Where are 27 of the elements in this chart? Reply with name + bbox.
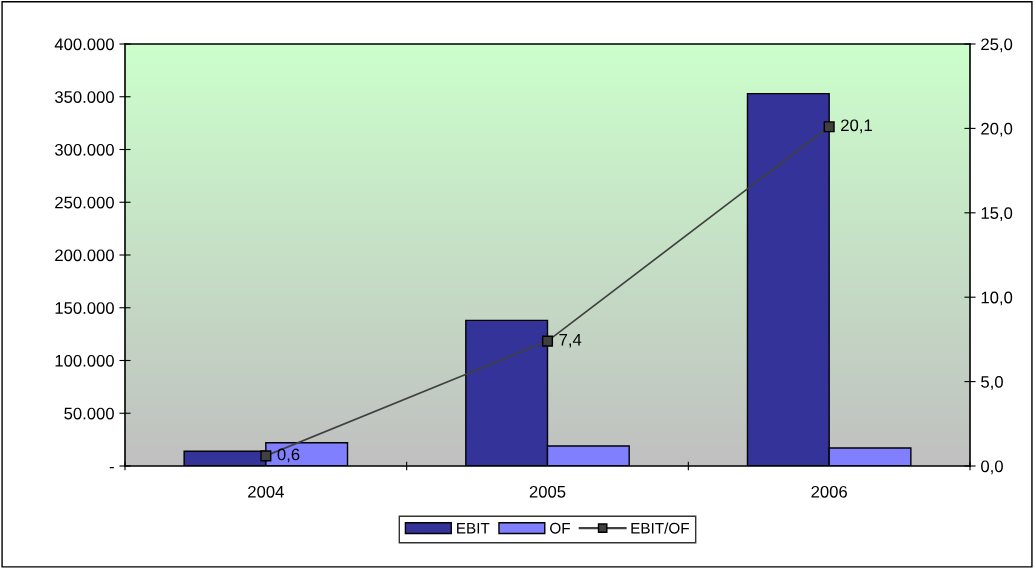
data-label: 0,6 bbox=[277, 448, 300, 463]
y2-tick-label: 15,0 bbox=[981, 207, 1013, 221]
x-tick-label: 2005 bbox=[529, 485, 566, 498]
y-tick-label: 400.000 bbox=[54, 38, 114, 51]
y2-tick-label: 10,0 bbox=[981, 291, 1013, 306]
x-tick-label: 2006 bbox=[811, 485, 847, 498]
point bbox=[541, 335, 554, 347]
y-tick-label: 50.000 bbox=[64, 407, 114, 420]
y-tick-label: 300.000 bbox=[54, 143, 114, 156]
data-label: 7,4 bbox=[559, 333, 582, 348]
y-tick-label: 200.000 bbox=[55, 249, 114, 262]
y-tick-label: 250.000 bbox=[55, 196, 114, 209]
point bbox=[260, 450, 272, 462]
y2-tick-label: 20,0 bbox=[981, 122, 1013, 137]
y2-tick-label: 5,0 bbox=[981, 376, 1003, 390]
y-tick-label: 350.000 bbox=[54, 91, 114, 103]
x-tick-label: 2004 bbox=[248, 485, 284, 498]
data-label: 20,1 bbox=[841, 119, 872, 134]
point bbox=[823, 121, 835, 133]
y2-tick-label: 0,0 bbox=[981, 460, 1003, 475]
legend-label: OF bbox=[550, 522, 570, 534]
y-tick-label: - bbox=[109, 466, 114, 469]
legend-label: EBIT/OF bbox=[631, 522, 689, 534]
y-tick-label: 100.000 bbox=[55, 354, 114, 367]
y2-tick-label: 25,0 bbox=[981, 38, 1013, 53]
y-tick-label: 150.000 bbox=[55, 302, 114, 314]
legend-label: EBIT bbox=[457, 522, 490, 534]
